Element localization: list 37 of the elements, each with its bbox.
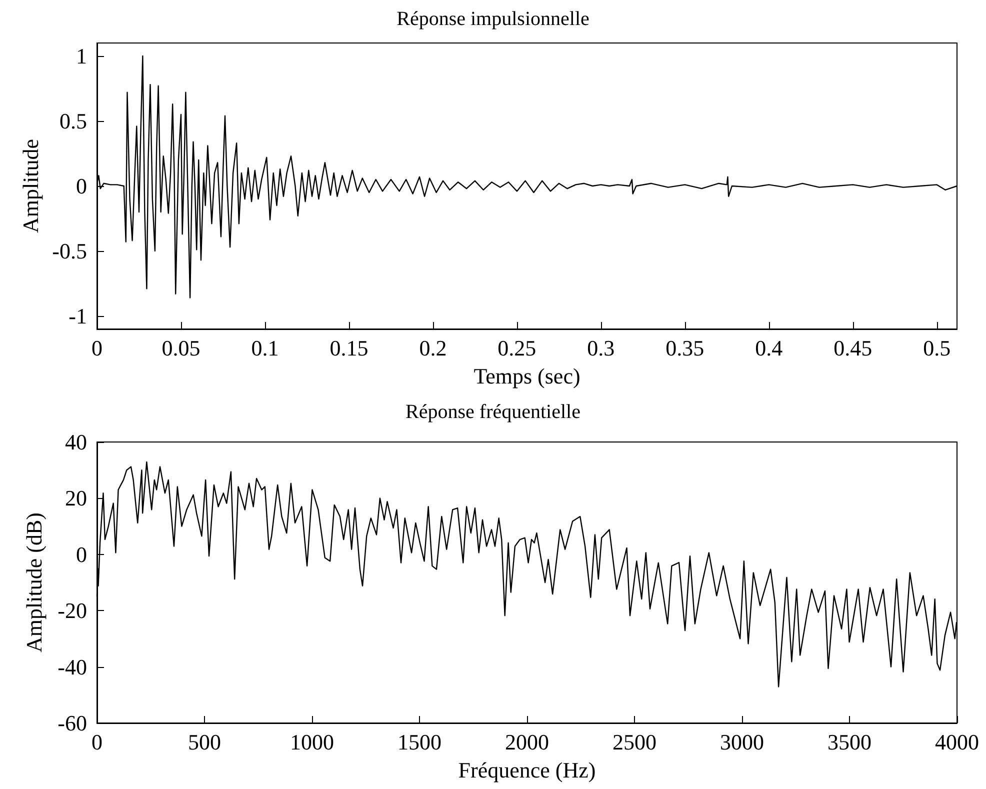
x-axis-title: Fréquence (Hz) xyxy=(458,758,596,782)
x-tick-label: 0 xyxy=(92,730,102,754)
y-tick-label: -40 xyxy=(58,654,87,680)
x-tick-label: 0.15 xyxy=(330,336,368,360)
x-tick-label: 1500 xyxy=(398,730,442,754)
y-tick-label: -20 xyxy=(58,598,87,624)
chart-title: Réponse fréquentielle xyxy=(406,401,581,423)
x-tick-label: 0.05 xyxy=(162,336,200,360)
x-tick-label: 0.35 xyxy=(666,336,704,360)
y-tick-label: -0.5 xyxy=(52,238,87,264)
y-tick-label: 0.5 xyxy=(60,108,87,134)
x-tick-label: 0.3 xyxy=(587,336,615,360)
y-axis-title: Amplitude (dB) xyxy=(22,512,46,652)
y-tick-label: 0 xyxy=(76,174,87,198)
x-axis-title: Temps (sec) xyxy=(474,364,580,388)
y-tick-label: -1 xyxy=(68,304,87,328)
x-tick-label: 0.45 xyxy=(834,336,872,360)
y-tick-label: 1 xyxy=(76,44,87,68)
x-tick-label: 2000 xyxy=(505,730,549,754)
x-tick-label: 0 xyxy=(92,336,102,360)
x-tick-label: 2500 xyxy=(612,730,656,754)
y-tick-label: 20 xyxy=(65,486,87,511)
y-tick-label: 0 xyxy=(76,542,87,567)
x-tick-label: 3500 xyxy=(828,730,872,754)
x-tick-label: 3000 xyxy=(720,730,764,754)
x-tick-label: 0.4 xyxy=(755,336,783,360)
x-tick-label: 4000 xyxy=(935,730,979,754)
x-tick-label: 500 xyxy=(188,730,221,754)
x-tick-label: 0.5 xyxy=(923,336,951,360)
y-tick-label: 40 xyxy=(65,430,87,454)
x-tick-label: 1000 xyxy=(290,730,334,754)
chart-title: Réponse impulsionnelle xyxy=(396,8,590,30)
y-axis-title: Amplitude xyxy=(18,138,43,234)
y-tick-label: -60 xyxy=(58,710,87,736)
x-tick-label: 0.2 xyxy=(419,336,447,360)
x-tick-label: 0.1 xyxy=(251,336,279,360)
x-tick-label: 0.25 xyxy=(498,336,536,360)
